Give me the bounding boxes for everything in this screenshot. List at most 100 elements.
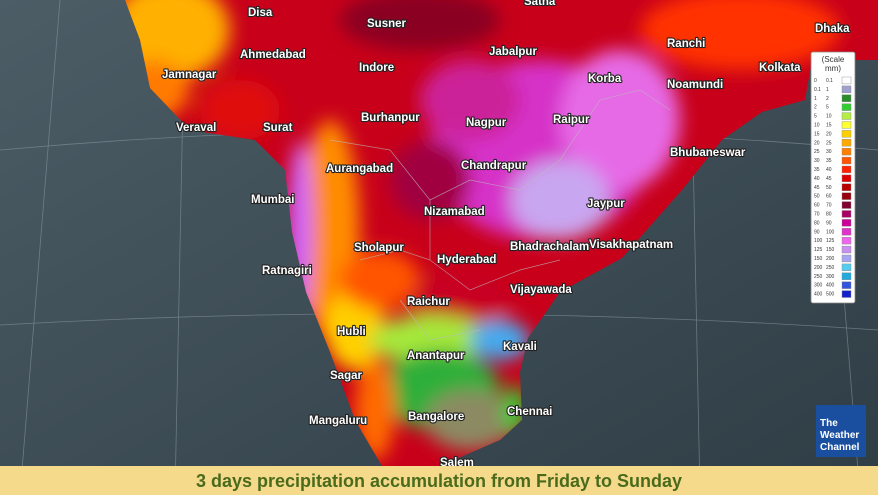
legend-to: 400 [826, 283, 835, 289]
city-label: Raipur [553, 114, 590, 126]
city-label: Nagpur [466, 117, 507, 129]
legend-swatch [841, 165, 852, 174]
legend-to: 30 [826, 149, 832, 155]
legend-swatch [841, 281, 852, 289]
legend-from: 30 [814, 158, 820, 164]
legend-swatch [841, 103, 852, 111]
city-label: Hubli [337, 326, 366, 338]
legend-to: 70 [826, 203, 832, 209]
legend-title: mm) [825, 64, 841, 73]
city-label: Satna [524, 0, 556, 8]
legend-to: 500 [826, 292, 835, 298]
city-label: Jabalpur [489, 46, 537, 58]
legend-swatch [841, 94, 852, 102]
legend-swatch [841, 112, 852, 120]
legend-to: 15 [826, 123, 832, 129]
legend-swatch [841, 147, 852, 156]
city-label: Ranchi [667, 38, 705, 50]
legend-to: 40 [826, 167, 832, 173]
city-label: Hyderabad [437, 254, 496, 266]
legend-to: 20 [826, 131, 832, 137]
legend-to: 35 [826, 158, 832, 164]
city-label: Disa [248, 7, 273, 19]
legend-to: 10 [826, 114, 832, 120]
legend-swatch [841, 174, 852, 182]
state-borders [329, 89, 671, 341]
legend-swatch [841, 236, 852, 245]
city-label: Susner [367, 18, 407, 30]
legend-from: 10 [814, 123, 820, 129]
legend-swatch [841, 254, 852, 263]
city-label: Kolkata [759, 62, 801, 74]
legend-from: 5 [814, 114, 817, 120]
legend-from: 100 [814, 238, 823, 244]
city-label: Surat [263, 122, 293, 134]
city-label: Ratnagiri [262, 265, 312, 277]
logo-text: Weather [820, 430, 859, 441]
legend-from: 2 [814, 105, 817, 111]
logo-text: The [820, 418, 838, 429]
legend-to: 2 [826, 96, 829, 102]
legend-swatch [841, 183, 852, 191]
city-label: Anantapur [407, 350, 465, 362]
legend-swatch [841, 130, 852, 138]
legend-from: 400 [814, 292, 823, 298]
city-label: Visakhapatnam [589, 239, 673, 251]
legend-swatch [841, 85, 852, 94]
legend-to: 90 [826, 220, 832, 226]
legend-swatch [841, 192, 852, 200]
legend-swatch [841, 290, 852, 298]
legend-to: 60 [826, 194, 832, 200]
legend-swatch [841, 219, 852, 227]
city-label: Burhanpur [361, 112, 420, 124]
city-label: Mumbai [251, 194, 294, 206]
city-label: Sagar [330, 370, 362, 382]
legend-to: 125 [826, 238, 835, 244]
city-label: Bhadrachalam [510, 241, 589, 253]
legend-swatch [841, 272, 852, 280]
logo-box [816, 405, 866, 457]
legend-swatch [841, 121, 852, 129]
legend-swatch [841, 201, 852, 209]
caption-bar [0, 466, 878, 495]
legend-to: 25 [826, 140, 832, 146]
legend-from: 80 [814, 220, 820, 226]
legend-from: 20 [814, 140, 820, 146]
city-label: Veraval [176, 122, 216, 134]
legend-swatch [841, 245, 852, 254]
city-label: Kavali [503, 341, 537, 353]
legend-from: 250 [814, 274, 823, 280]
legend-from: 40 [814, 176, 820, 182]
legend-from: 70 [814, 212, 820, 218]
legend-to: 1 [826, 87, 829, 93]
city-label: Jaypur [587, 198, 625, 210]
legend-to: 50 [826, 185, 832, 191]
city-label: Raichur [407, 296, 450, 308]
city-label: Aurangabad [326, 163, 393, 175]
legend-to: 150 [826, 247, 835, 253]
caption: 3 days precipitation accumulation from F… [196, 471, 682, 491]
legend-from: 0.1 [814, 87, 821, 93]
legend-from: 300 [814, 283, 823, 289]
legend-from: 1 [814, 96, 817, 102]
city-label: Jamnagar [162, 69, 217, 81]
city-label: Nizamabad [424, 206, 485, 218]
city-label: Korba [588, 73, 622, 85]
city-label: Noamundi [667, 79, 723, 91]
legend-from: 90 [814, 229, 820, 235]
city-label: Sholapur [354, 242, 404, 254]
legend-from: 125 [814, 247, 823, 253]
legend-from: 15 [814, 131, 820, 137]
city-label: Mangaluru [309, 415, 367, 427]
legend-from: 0 [814, 78, 817, 84]
legend-to: 5 [826, 105, 829, 111]
legend-swatch [841, 210, 852, 218]
legend-to: 250 [826, 265, 835, 271]
legend-to: 0.1 [826, 78, 833, 84]
legend-from: 25 [814, 149, 820, 155]
city-label: Dhaka [815, 23, 850, 35]
legend-from: 150 [814, 256, 823, 262]
